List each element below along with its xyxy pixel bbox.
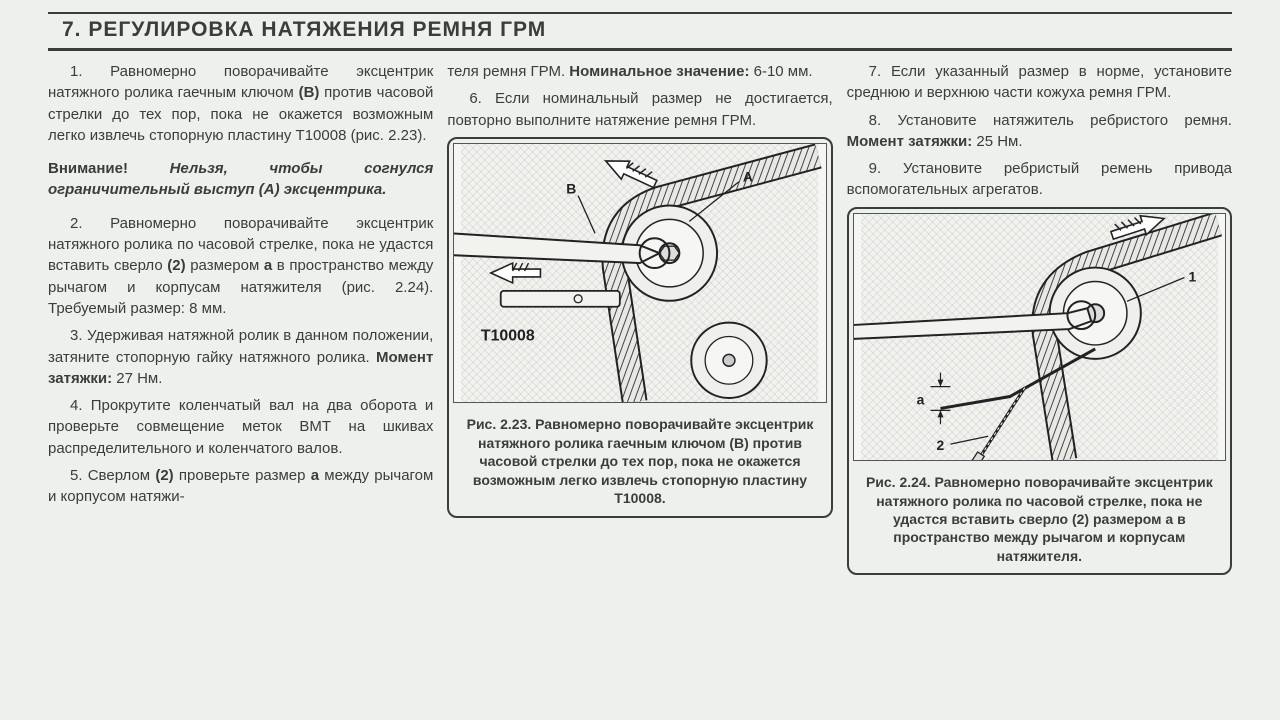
- text-bold: а: [264, 257, 272, 274]
- text: 25 Нм.: [972, 133, 1022, 150]
- section-header: 7. РЕГУЛИРОВКА НАТЯЖЕНИЯ РЕМНЯ ГРМ: [48, 12, 1232, 51]
- svg-text:B: B: [567, 181, 577, 197]
- svg-text:a: a: [916, 391, 924, 407]
- para-1: 1. Равномерно поворачивайте эксцентрик н…: [48, 61, 433, 146]
- figure-2-24-diagram: 1 2 a: [853, 213, 1226, 461]
- text-bold: (2): [155, 467, 173, 484]
- text: проверьте размер: [174, 467, 311, 484]
- svg-text:A: A: [743, 169, 753, 185]
- warning-label: Внимание!: [48, 160, 170, 177]
- figure-2-23-diagram: A B T10008: [453, 143, 826, 403]
- column-2: теля ремня ГРМ. Номинальное зна­чение: 6…: [447, 61, 832, 701]
- figure-2-24: 1 2 a Рис. 2.24. Равномерно поворачивайт…: [847, 207, 1232, 576]
- figure-2-23-caption: Рис. 2.23. Равномерно поворачивайте эксц…: [453, 409, 826, 507]
- content-columns: 1. Равномерно поворачивайте эксцентрик н…: [48, 61, 1232, 701]
- para-4: 4. Прокрутите коленчатый вал на два обор…: [48, 395, 433, 459]
- text: теля ремня ГРМ.: [447, 63, 569, 80]
- svg-text:T10008: T10008: [481, 327, 535, 344]
- text-bold: (2): [167, 257, 185, 274]
- para-9: 9. Установите ребристый ремень привода в…: [847, 158, 1232, 201]
- text: размером: [186, 257, 264, 274]
- figure-2-23: A B T10008 Рис. 2.23. Равномерно поворач…: [447, 137, 832, 518]
- column-3: 7. Если указанный размер в нор­ме, устан…: [847, 61, 1232, 701]
- text-bold: (В): [299, 84, 320, 101]
- text-bold: Номинальное зна­чение:: [569, 63, 749, 80]
- figure-2-24-caption: Рис. 2.24. Равномерно поворачивайте эксц…: [853, 467, 1226, 565]
- svg-text:2: 2: [936, 437, 944, 453]
- text: 6-10 мм.: [749, 63, 812, 80]
- para-8: 8. Установите натяжитель ребри­стого рем…: [847, 110, 1232, 153]
- para-2: 2. Равномерно поворачивайте эксцентрик н…: [48, 213, 433, 319]
- warning-para: Внимание! Нельзя, чтобы согнулся огранич…: [48, 158, 433, 201]
- para-3: 3. Удерживая натяжной ролик в данном пол…: [48, 325, 433, 389]
- text: 5. Сверлом: [70, 467, 155, 484]
- text-bold: а: [311, 467, 319, 484]
- text: 8. Установите натяжитель ребри­стого рем…: [869, 112, 1232, 129]
- column-1: 1. Равномерно поворачивайте эксцентрик н…: [48, 61, 433, 701]
- para-6: 6. Если номинальный размер не достигаетс…: [447, 88, 832, 131]
- svg-text:1: 1: [1188, 268, 1196, 284]
- para-7: 7. Если указанный размер в нор­ме, устан…: [847, 61, 1232, 104]
- section-title: 7. РЕГУЛИРОВКА НАТЯЖЕНИЯ РЕМНЯ ГРМ: [48, 18, 1232, 42]
- para-5-cont: теля ремня ГРМ. Номинальное зна­чение: 6…: [447, 61, 832, 82]
- text-bold: Момент затяжки:: [847, 133, 973, 150]
- text: 27 Нм.: [112, 370, 162, 387]
- para-5: 5. Сверлом (2) проверьте размер а между …: [48, 465, 433, 508]
